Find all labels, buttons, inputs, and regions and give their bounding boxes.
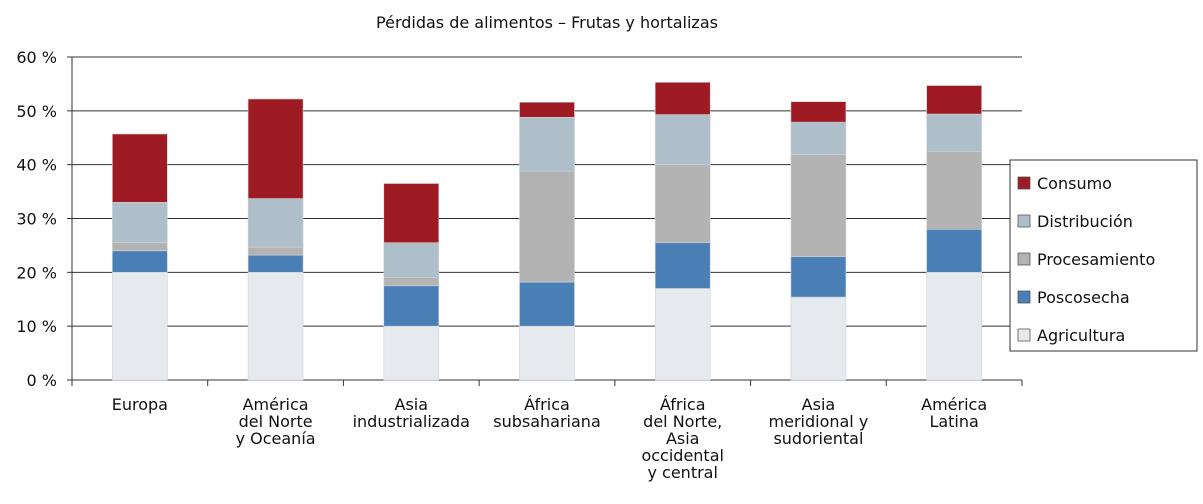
bar-segment bbox=[790, 121, 847, 155]
y-tick-label: 0 % bbox=[27, 371, 57, 390]
bar-segment bbox=[112, 202, 168, 244]
y-tick-label: 20 % bbox=[16, 263, 57, 282]
bar-segment bbox=[112, 250, 168, 273]
legend-swatch bbox=[1017, 176, 1031, 190]
chart-title: Pérdidas de alimentos – Frutas y hortali… bbox=[376, 13, 718, 32]
bar-segment bbox=[247, 246, 304, 256]
y-tick-label: 40 % bbox=[16, 156, 57, 175]
legend-swatch bbox=[1017, 290, 1031, 304]
legend-label: Procesamiento bbox=[1037, 250, 1155, 269]
legend-label: Poscosecha bbox=[1037, 288, 1130, 307]
bar-segment bbox=[790, 296, 847, 381]
legend-label: Distribución bbox=[1037, 212, 1133, 231]
legend-box bbox=[1009, 159, 1198, 352]
bar-segment bbox=[926, 272, 982, 381]
y-tick-label: 60 % bbox=[16, 48, 57, 67]
bar-segment bbox=[383, 242, 440, 279]
legend-swatch bbox=[1017, 328, 1031, 342]
bar-segment bbox=[519, 281, 575, 327]
legend-swatch bbox=[1017, 214, 1031, 228]
bar-segment bbox=[790, 256, 847, 298]
bar-segment bbox=[247, 272, 304, 381]
y-tick-label: 50 % bbox=[16, 102, 57, 121]
bar-segment bbox=[112, 242, 168, 252]
bar-segment bbox=[654, 242, 711, 289]
bar-segment bbox=[383, 277, 440, 287]
x-tick-label: Asia meridional y sudoriental bbox=[769, 395, 869, 448]
bar-segment bbox=[790, 154, 847, 258]
bar-segment bbox=[383, 183, 440, 244]
y-tick-label: 10 % bbox=[16, 317, 57, 336]
bar-segment bbox=[519, 170, 575, 283]
bar-segment bbox=[247, 198, 304, 248]
x-tick-label: Asia industrializada bbox=[353, 395, 470, 431]
bar-segment bbox=[519, 101, 575, 118]
bar-segment bbox=[383, 285, 440, 327]
y-tick-label: 30 % bbox=[16, 210, 57, 229]
x-tick-label: América del Norte y Oceanía bbox=[236, 395, 316, 448]
bar-segment bbox=[247, 98, 304, 199]
bar-segment bbox=[654, 164, 711, 244]
bar-segment bbox=[654, 82, 711, 115]
x-tick-label: América Latina bbox=[921, 395, 987, 431]
x-tick-label: África del Norte, Asia occidental y central bbox=[641, 395, 724, 482]
bar-segment bbox=[926, 113, 982, 153]
bar-segment bbox=[112, 133, 168, 203]
legend-label: Agricultura bbox=[1037, 326, 1125, 345]
bar-segment bbox=[654, 288, 711, 381]
x-tick-label: Europa bbox=[112, 395, 168, 414]
bar-segment bbox=[926, 228, 982, 273]
legend-label: Consumo bbox=[1037, 174, 1112, 193]
legend-swatch bbox=[1017, 252, 1031, 266]
x-tick-label: África subsahariana bbox=[493, 395, 601, 431]
bar-segment bbox=[926, 151, 982, 230]
bar-segment bbox=[926, 85, 982, 115]
bar-segment bbox=[654, 114, 711, 165]
bar-segment bbox=[383, 325, 440, 381]
bar-segment bbox=[790, 101, 847, 123]
bar-segment bbox=[247, 254, 304, 273]
bar-segment bbox=[112, 272, 168, 381]
bar-segment bbox=[519, 325, 575, 381]
bar-segment bbox=[519, 116, 575, 172]
